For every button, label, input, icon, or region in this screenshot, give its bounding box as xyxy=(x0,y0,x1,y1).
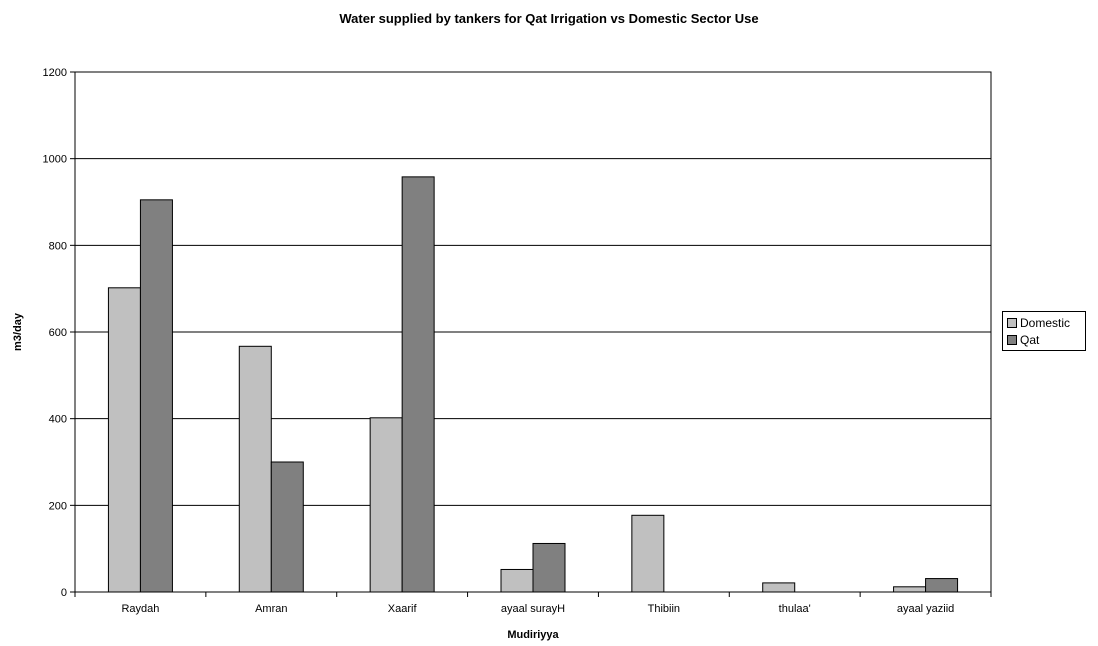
legend-label-qat: Qat xyxy=(1020,332,1040,347)
bar-domestic-6 xyxy=(893,586,927,593)
bar-qat-3 xyxy=(532,542,566,593)
y-tick-label: 400 xyxy=(49,414,67,426)
bar-qat-1 xyxy=(270,461,304,593)
plot-border xyxy=(74,71,992,593)
bar-qat-2 xyxy=(401,176,435,593)
chart-title: Water supplied by tankers for Qat Irriga… xyxy=(339,11,759,26)
y-tick-label: 800 xyxy=(49,240,67,252)
bar-domestic-1 xyxy=(238,345,272,593)
y-axis-title: m3/day xyxy=(12,312,24,351)
y-tick-label: 600 xyxy=(49,327,67,339)
bar-qat-6 xyxy=(925,578,959,593)
bars xyxy=(107,176,959,593)
y-tick-label: 1000 xyxy=(43,154,67,166)
x-axis-title: Mudiriyya xyxy=(507,629,559,641)
gridlines xyxy=(75,71,991,506)
y-tick-label: 1200 xyxy=(43,67,67,79)
x-tick-label: Thibiin xyxy=(648,603,680,615)
bar-domestic-5 xyxy=(762,582,796,593)
legend-swatch-domestic xyxy=(1007,317,1017,328)
y-tick-label: 200 xyxy=(49,500,67,512)
legend-swatch-qat xyxy=(1007,334,1017,345)
legend-label-domestic: Domestic xyxy=(1020,315,1071,330)
legend-item-domestic: Domestic xyxy=(1007,314,1085,331)
legend: Domestic Qat xyxy=(1002,311,1086,351)
legend-item-qat: Qat xyxy=(1007,331,1085,348)
bar-domestic-4 xyxy=(631,514,665,593)
x-tick-label: Raydah xyxy=(121,603,159,615)
x-tick-label: ayaal surayH xyxy=(501,603,565,615)
bar-domestic-3 xyxy=(500,568,534,593)
x-tick-label: thulaa' xyxy=(779,603,811,615)
bar-domestic-0 xyxy=(107,287,141,593)
bar-qat-0 xyxy=(139,199,173,593)
x-tick-label: ayaal yaziid xyxy=(897,603,954,615)
axes: 0 200 400 600 800 1000 1200 Raydah Amran Xaarif ay… xyxy=(43,67,992,615)
y-tick-label: 0 xyxy=(61,587,67,599)
bar-domestic-2 xyxy=(369,417,403,593)
x-tick-label: Amran xyxy=(255,603,287,615)
x-tick-label: Xaarif xyxy=(388,603,418,615)
